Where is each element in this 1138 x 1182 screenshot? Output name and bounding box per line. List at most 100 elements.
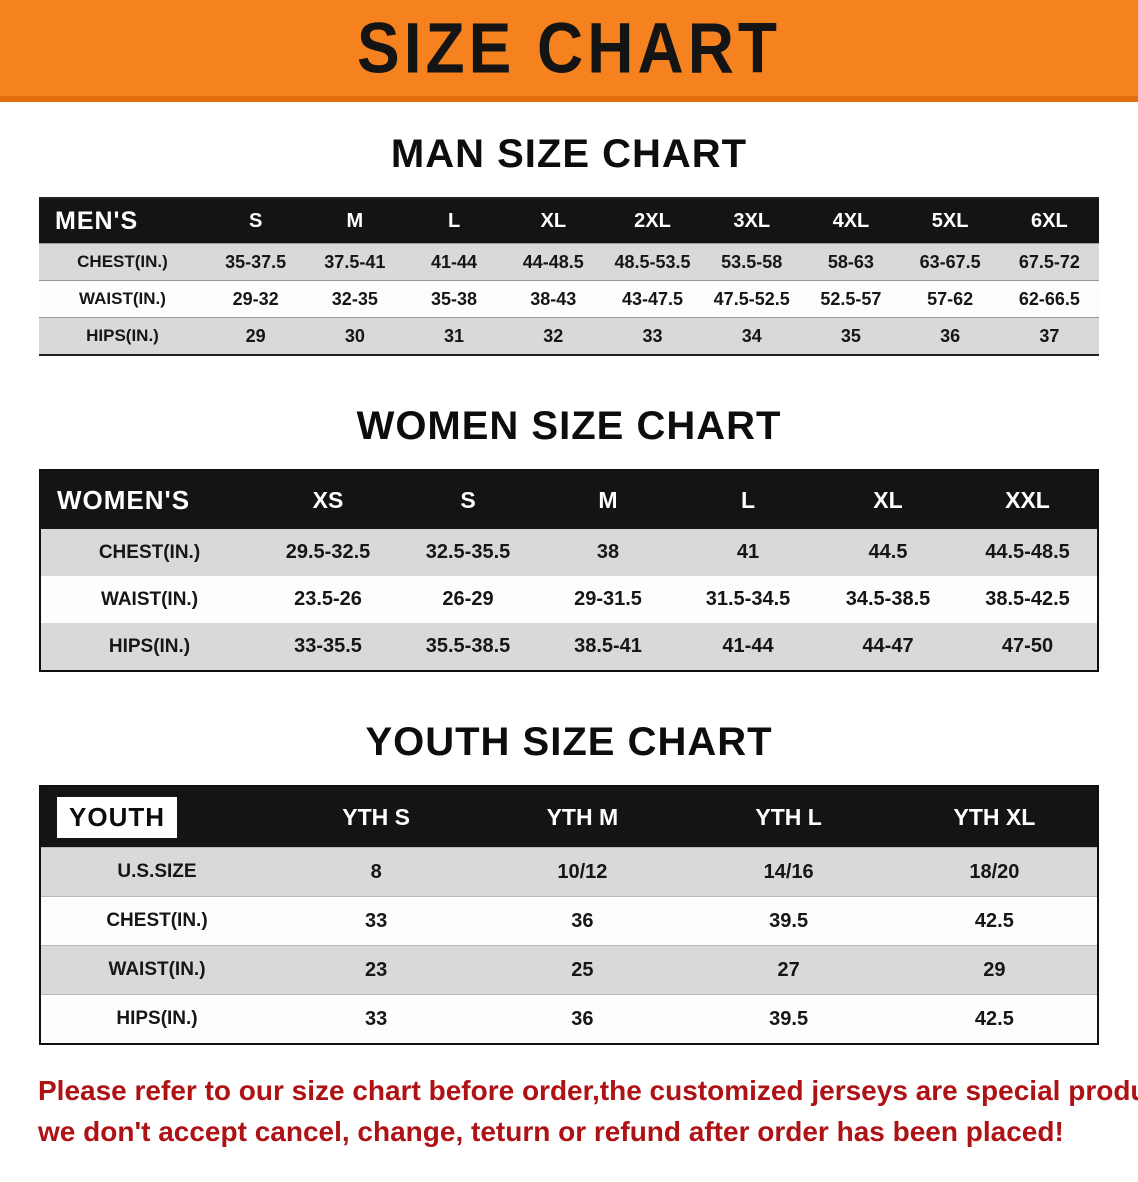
table-row: CHEST(IN.) 29.5-32.5 32.5-35.5 38 41 44.5 44.5… bbox=[40, 529, 1098, 576]
size-value: 58-63 bbox=[801, 243, 901, 281]
row-label: WAIST(IN.) bbox=[39, 280, 206, 318]
header-row: YOUTH YTH S YTH M YTH L YTH XL bbox=[40, 786, 1098, 848]
size-column-header: YTH XL bbox=[891, 786, 1098, 848]
size-value: 8 bbox=[273, 847, 480, 897]
size-value: 25 bbox=[479, 945, 686, 995]
row-label: CHEST(IN.) bbox=[40, 896, 273, 946]
size-column-header: 3XL bbox=[702, 198, 802, 244]
size-value: 33 bbox=[602, 317, 703, 355]
size-value: 35-37.5 bbox=[206, 243, 306, 281]
men-size-section: MAN SIZE CHART MEN'S S M L XL 2XL 3XL 4XL 5XL 6XL… bbox=[0, 132, 1138, 356]
size-column-header: L bbox=[678, 470, 818, 529]
size-value: 37 bbox=[999, 317, 1099, 355]
row-label: WAIST(IN.) bbox=[100, 588, 199, 610]
size-value: 48.5-53.5 bbox=[602, 243, 703, 281]
row-label: HIPS(IN.) bbox=[39, 317, 206, 355]
size-value: 52.5-57 bbox=[801, 280, 901, 318]
row-label: HIPS(IN.) bbox=[40, 994, 273, 1044]
banner-title: SIZE CHART bbox=[357, 7, 781, 89]
size-value: 31.5-34.5 bbox=[705, 588, 791, 610]
size-value: 37.5-41 bbox=[305, 243, 405, 281]
table-title-text: YOUTH bbox=[57, 796, 177, 838]
size-value: 38-43 bbox=[503, 280, 603, 318]
size-value: 32-35 bbox=[305, 280, 405, 318]
size-value: 34.5-38.5 bbox=[845, 588, 931, 610]
table-row: HIPS(IN.) 29 30 31 32 33 34 35 36 37 bbox=[39, 317, 1099, 355]
size-value: 38 bbox=[596, 541, 620, 563]
size-value: 36 bbox=[479, 994, 686, 1044]
size-value: 63-67.5 bbox=[900, 243, 1000, 281]
row-label: WAIST(IN.) bbox=[40, 945, 273, 995]
size-value: 33-35.5 bbox=[294, 635, 362, 657]
size-value: 44.5-48.5 bbox=[985, 541, 1070, 563]
size-value: 30 bbox=[305, 317, 405, 355]
size-value: 62-66.5 bbox=[999, 280, 1099, 318]
size-value: 38.5-42.5 bbox=[985, 588, 1070, 610]
size-value: 39.5 bbox=[685, 994, 892, 1044]
size-value: 23 bbox=[273, 945, 480, 995]
size-column-header: 5XL bbox=[900, 198, 1000, 244]
size-value: 43-47.5 bbox=[602, 280, 703, 318]
size-column-header: YTH L bbox=[685, 786, 892, 848]
men-size-table: MEN'S S M L XL 2XL 3XL 4XL 5XL 6XL CHEST(IN.) 35-37… bbox=[39, 197, 1099, 356]
size-value: 31 bbox=[404, 317, 504, 355]
size-column-header: M bbox=[305, 198, 405, 244]
row-label: HIPS(IN.) bbox=[108, 635, 191, 657]
size-value: 42.5 bbox=[891, 994, 1098, 1044]
size-value: 39.5 bbox=[685, 896, 892, 946]
size-value: 29 bbox=[891, 945, 1098, 995]
size-value: 47-50 bbox=[1001, 635, 1054, 657]
size-column-header: 4XL bbox=[801, 198, 901, 244]
table-row: CHEST(IN.) 35-37.5 37.5-41 41-44 44-48.5 48.5… bbox=[39, 243, 1099, 281]
size-value: 47.5-52.5 bbox=[702, 280, 802, 318]
size-value: 23.5-26 bbox=[294, 588, 362, 610]
size-value: 57-62 bbox=[900, 280, 1000, 318]
size-value: 33 bbox=[273, 896, 480, 946]
size-value: 44-47 bbox=[862, 635, 914, 657]
table-row: HIPS(IN.) 33 36 39.5 42.5 bbox=[40, 994, 1098, 1044]
row-label: CHEST(IN.) bbox=[98, 541, 201, 563]
size-value: 35 bbox=[801, 317, 901, 355]
order-notice-line-1: Please refer to our size chart before or… bbox=[38, 1075, 1138, 1106]
size-column-header: S bbox=[398, 470, 538, 529]
women-size-section: WOMEN SIZE CHART WOMEN'S XS S M L XL XXL CHEST(… bbox=[0, 404, 1138, 672]
table-row: WAIST(IN.) 29-32 32-35 35-38 38-43 43-47.5 47.… bbox=[39, 280, 1099, 318]
banner: SIZE CHART bbox=[0, 0, 1138, 102]
size-value: 36 bbox=[479, 896, 686, 946]
size-value: 29 bbox=[206, 317, 306, 355]
table-row: CHEST(IN.) 33 36 39.5 42.5 bbox=[40, 896, 1098, 946]
table-row: HIPS(IN.) 33-35.5 35.5-38.5 38.5-41 41-44 44-… bbox=[40, 623, 1098, 671]
header-row: WOMEN'S XS S M L XL XXL bbox=[40, 470, 1098, 529]
size-column-header: 6XL bbox=[999, 198, 1099, 244]
size-value: 32.5-35.5 bbox=[425, 541, 511, 563]
table-row: WAIST(IN.) 23 25 27 29 bbox=[40, 945, 1098, 995]
size-value: 41-44 bbox=[722, 635, 774, 657]
youth-size-table: YOUTH YTH S YTH M YTH L YTH XL U.S.SIZE 8 10/12… bbox=[39, 785, 1099, 1045]
men-section-title: MAN SIZE CHART bbox=[390, 132, 748, 176]
youth-section-title: YOUTH SIZE CHART bbox=[365, 720, 773, 764]
size-column-header: M bbox=[538, 470, 678, 529]
size-value: 53.5-58 bbox=[702, 243, 802, 281]
table-title-cell: YOUTH bbox=[40, 786, 273, 848]
size-column-header: XL bbox=[818, 470, 958, 529]
size-value: 29-32 bbox=[206, 280, 306, 318]
size-value: 38.5-41 bbox=[574, 635, 642, 657]
women-section-title: WOMEN SIZE CHART bbox=[356, 404, 782, 448]
size-value: 29-31.5 bbox=[574, 588, 642, 610]
size-value: 44.5 bbox=[868, 541, 908, 563]
size-value: 42.5 bbox=[891, 896, 1098, 946]
size-value: 44-48.5 bbox=[503, 243, 603, 281]
size-column-header: YTH M bbox=[479, 786, 686, 848]
size-value: 32 bbox=[503, 317, 603, 355]
size-value: 18/20 bbox=[891, 847, 1098, 897]
size-value: 34 bbox=[702, 317, 802, 355]
order-notice: Please refer to our size chart before or… bbox=[0, 1045, 1138, 1182]
size-column-header: XXL bbox=[958, 470, 1098, 529]
table-title-cell: MEN'S bbox=[39, 198, 206, 244]
header-row: MEN'S S M L XL 2XL 3XL 4XL 5XL 6XL bbox=[39, 198, 1099, 244]
size-column-header: 2XL bbox=[602, 198, 703, 244]
size-column-header: YTH S bbox=[273, 786, 480, 848]
size-value: 10/12 bbox=[479, 847, 686, 897]
table-title-cell: WOMEN'S bbox=[40, 470, 258, 529]
size-column-header: XL bbox=[503, 198, 603, 244]
